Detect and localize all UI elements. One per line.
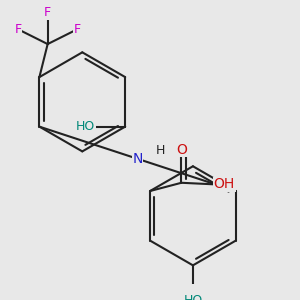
Text: HO: HO <box>76 120 95 133</box>
Text: F: F <box>14 23 22 36</box>
Text: F: F <box>44 6 51 19</box>
Text: H: H <box>156 144 165 157</box>
Text: F: F <box>74 23 81 36</box>
Text: OH: OH <box>214 177 235 191</box>
Text: HO: HO <box>183 293 202 300</box>
Text: N: N <box>132 152 143 166</box>
Text: O: O <box>176 143 187 157</box>
